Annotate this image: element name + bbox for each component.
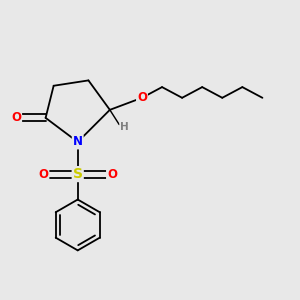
Text: S: S [73,167,83,181]
Text: N: N [73,136,83,148]
Text: H: H [120,122,129,132]
Text: O: O [107,168,117,181]
Text: O: O [11,111,21,124]
Text: O: O [137,91,147,104]
Text: O: O [38,168,49,181]
